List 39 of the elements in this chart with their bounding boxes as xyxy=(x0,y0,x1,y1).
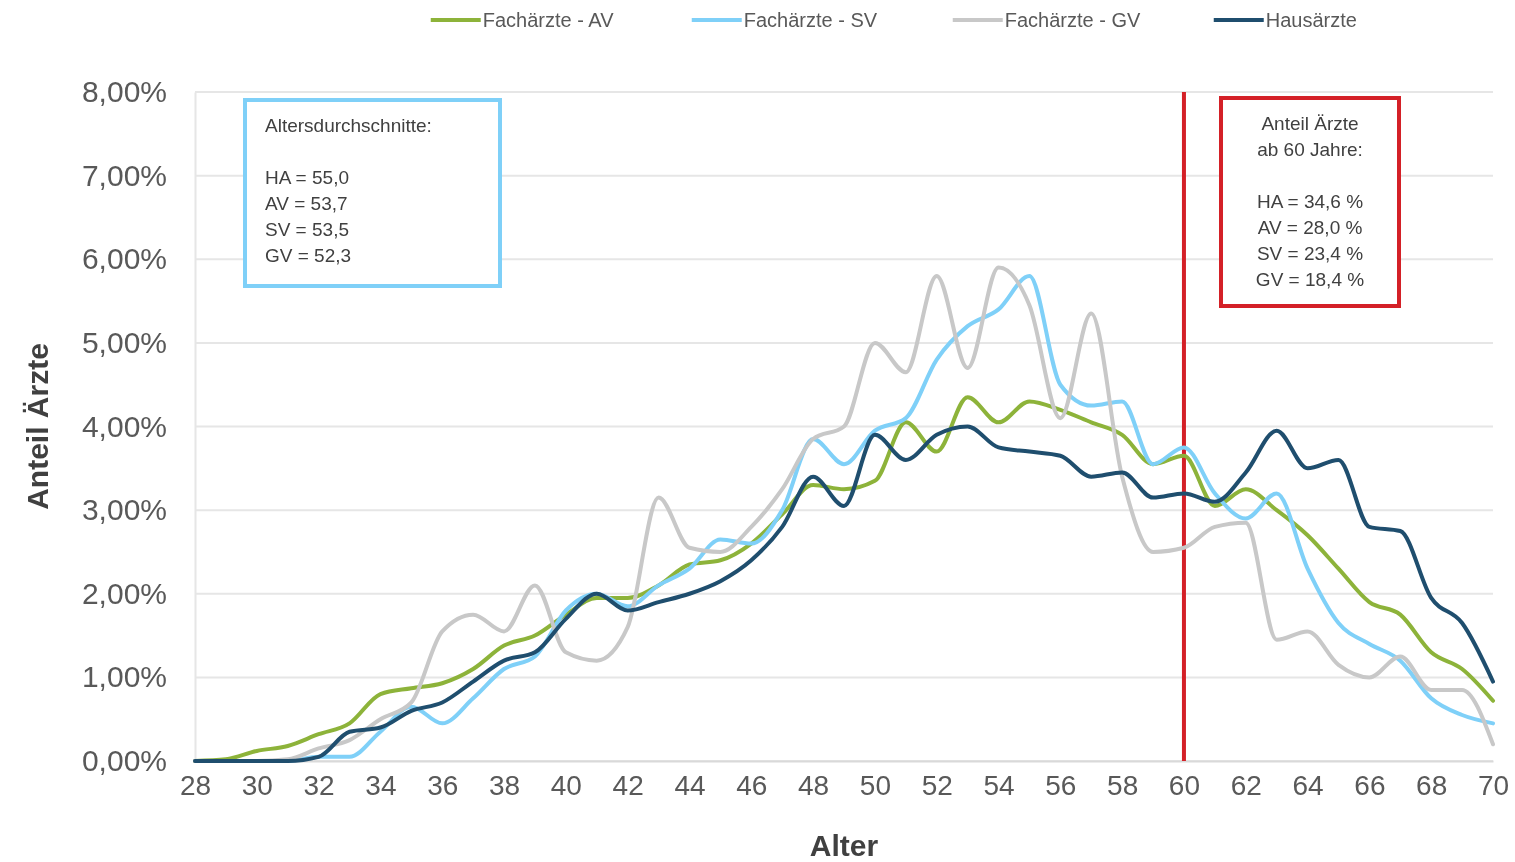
y-tick-label: 8,00% xyxy=(81,75,167,109)
x-tick-label: 32 xyxy=(303,769,335,801)
legend-label: Fachärzte - SV xyxy=(743,9,878,31)
y-tick-label: 5,00% xyxy=(81,325,167,359)
x-tick-label: 62 xyxy=(1230,769,1262,801)
x-tick-label: 56 xyxy=(1045,769,1077,801)
x-tick-label: 70 xyxy=(1477,769,1510,801)
y-tick-label: 3,00% xyxy=(81,493,167,527)
y-tick-label: 6,00% xyxy=(81,242,167,276)
x-tick-label: 40 xyxy=(550,769,582,801)
x-tick-label: 38 xyxy=(488,769,521,801)
x-tick-label: 52 xyxy=(921,769,953,801)
x-tick-label: 54 xyxy=(983,769,1015,801)
x-tick-label: 30 xyxy=(241,769,273,801)
text: Altersdurchschnitte: HA = 55,0 AV = 53,7 SV = 53,5 GV = 52,3 xyxy=(265,115,432,266)
x-tick-label: 50 xyxy=(859,769,891,801)
x-tick-label: 58 xyxy=(1107,769,1139,801)
legend-label: Fachärzte - AV xyxy=(482,9,615,31)
x-tick-label: 48 xyxy=(798,769,830,801)
x-tick-label: 34 xyxy=(365,769,397,801)
x-tick-label: 42 xyxy=(612,769,644,801)
x-tick-label: 36 xyxy=(427,769,459,801)
x-tick-label: 66 xyxy=(1354,769,1386,801)
y-tick-label: 4,00% xyxy=(81,409,167,443)
y-tick-label: 1,00% xyxy=(81,660,167,694)
y-tick-label: 7,00% xyxy=(81,158,167,192)
y-tick-label: 0,00% xyxy=(81,744,167,778)
legend-label: Hausärzte xyxy=(1265,9,1357,31)
y-tick-label: 2,00% xyxy=(81,576,167,610)
y-axis-title: Anteil Ärzte xyxy=(21,343,54,510)
x-tick-label: 68 xyxy=(1416,769,1448,801)
x-tick-label: 46 xyxy=(736,769,768,801)
x-axis-title: Alter xyxy=(809,829,879,862)
x-tick-label: 60 xyxy=(1168,769,1201,801)
x-tick-label: 44 xyxy=(674,769,706,801)
legend-label: Fachärzte - GV xyxy=(1004,9,1142,31)
x-tick-label: 64 xyxy=(1292,769,1324,801)
x-tick-label: 28 xyxy=(179,769,212,801)
text: Anteil Ärzte ab 60 Jahre: HA = 34,6 % AV = 28,0 % SV = 23,4 % GV = 18,4 % xyxy=(1255,113,1365,290)
